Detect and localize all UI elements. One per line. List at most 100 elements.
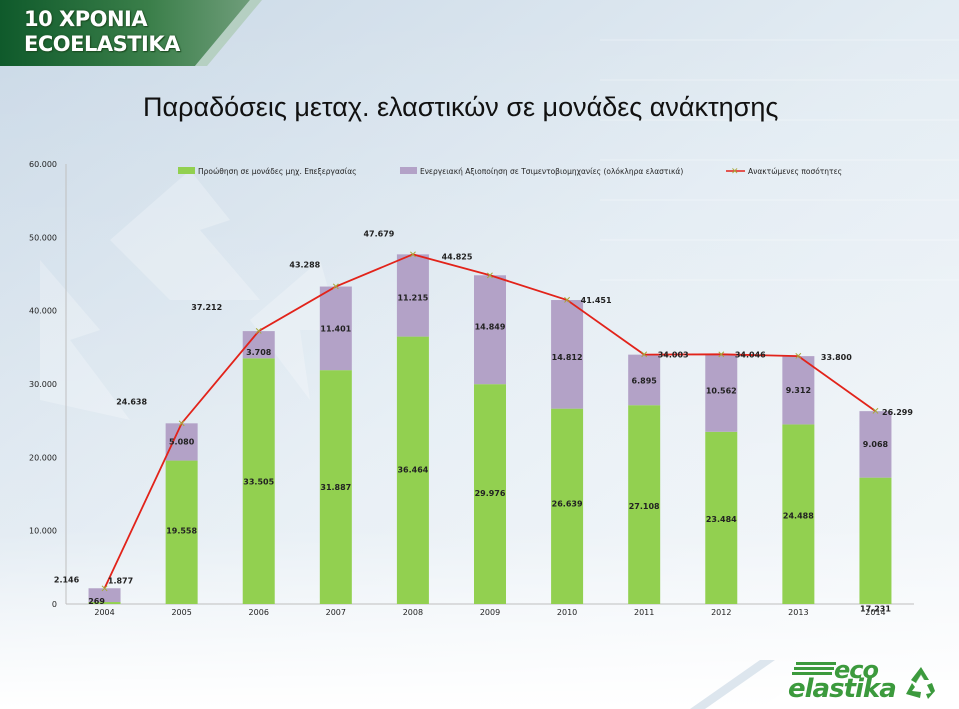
data-label-green: 31.887 xyxy=(320,483,351,492)
bar-green xyxy=(319,370,352,604)
data-label-purple: 1.877 xyxy=(108,576,133,585)
slide-title: Παραδόσεις μεταχ. ελαστικών σε μονάδες α… xyxy=(143,92,779,122)
y-tick-label: 50.000 xyxy=(29,233,57,242)
header-title-line1: 10 ΧΡΟΝΙΑ xyxy=(24,7,148,31)
legend: Προώθηση σε μονάδες μηχ. Επεξεργασίας Εν… xyxy=(178,167,842,177)
bar-green xyxy=(242,358,275,604)
data-label-total: 26.299 xyxy=(882,408,913,417)
data-label-purple: 14.812 xyxy=(552,353,583,362)
logo-stripes xyxy=(792,662,836,675)
data-label-total: 37.212 xyxy=(191,303,222,312)
header-title-line2: ECOELASTIKA xyxy=(24,32,180,56)
bar-green xyxy=(88,602,121,604)
data-label-total: 47.679 xyxy=(363,229,394,238)
logo-word-elastika: elastika xyxy=(788,674,897,704)
x-tick-label: 2004 xyxy=(94,608,114,617)
ecoelastika-logo: eco elastika xyxy=(784,656,944,705)
y-tick-label: 60.000 xyxy=(29,160,57,169)
line-marker: ✕ xyxy=(255,327,263,338)
bar-purple xyxy=(782,356,815,425)
data-label-total: 44.825 xyxy=(442,252,473,261)
line-marker: ✕ xyxy=(871,407,879,418)
bar-purple xyxy=(859,411,892,478)
data-label-purple: 11.215 xyxy=(397,293,428,302)
x-tick-label: 2009 xyxy=(480,608,500,617)
line-marker: ✕ xyxy=(332,282,340,293)
bar-green xyxy=(165,460,198,604)
y-tick-label: 20.000 xyxy=(29,453,57,462)
data-label-total: 43.288 xyxy=(289,261,320,270)
data-label-total: 24.638 xyxy=(116,397,147,406)
bar-purple xyxy=(551,300,584,409)
y-tick-label: 10.000 xyxy=(29,527,57,536)
legend-label-green: Προώθηση σε μονάδες μηχ. Επεξεργασίας xyxy=(198,167,357,176)
x-axis-ticks: 2004 2005 2006 2007 2008 2009 2010 2011 2012 2013… xyxy=(94,608,885,617)
data-label-green: 29.976 xyxy=(475,489,506,498)
data-label-green: 26.639 xyxy=(552,500,583,509)
bar-green xyxy=(396,336,429,604)
legend-label-line: Ανακτώμενες ποσότητες xyxy=(748,167,842,176)
x-tick-label: 2005 xyxy=(171,608,191,617)
bar-green xyxy=(628,405,661,604)
x-tick-label: 2013 xyxy=(788,608,808,617)
line-marker: ✕ xyxy=(409,250,417,261)
legend-swatch-green xyxy=(178,167,195,174)
x-tick-label: 2006 xyxy=(249,608,269,617)
line-marker: ✕ xyxy=(177,419,185,430)
logo-word-eco: eco xyxy=(834,656,879,684)
data-label-purple: 6.895 xyxy=(632,377,658,386)
x-tick-label: 2008 xyxy=(403,608,423,617)
data-label-green: 23.484 xyxy=(706,515,737,524)
x-tick-label: 2011 xyxy=(634,608,654,617)
data-label-purple: 14.849 xyxy=(475,322,506,331)
bar-purple xyxy=(88,588,121,603)
x-tick-label: 2012 xyxy=(711,608,731,617)
data-label-green: 33.505 xyxy=(243,477,274,486)
data-label-total: 33.800 xyxy=(821,353,852,362)
data-label-purple: 3.708 xyxy=(246,348,272,357)
data-label-green: 36.464 xyxy=(397,466,428,475)
line-marker: ✕ xyxy=(486,271,494,282)
data-label-purple: 10.562 xyxy=(706,386,737,395)
data-label-purple: 5.080 xyxy=(169,437,195,446)
x-tick-label: 2010 xyxy=(557,608,577,617)
line-marker: ✕ xyxy=(640,350,648,361)
bar-purple xyxy=(165,423,198,461)
bar-green xyxy=(705,431,738,604)
y-tick-label: 30.000 xyxy=(29,380,57,389)
y-tick-label: 0 xyxy=(52,600,57,609)
legend-label-purple: Ενεργειακή Αξιοποίηση σε Τσιμεντοβιομηχα… xyxy=(420,167,683,176)
line-marker: ✕ xyxy=(717,350,725,361)
data-label-green: 17.231 xyxy=(860,605,891,614)
line-path xyxy=(103,253,876,589)
legend-swatch-marker: ✕ xyxy=(731,167,739,177)
y-tick-label: 40.000 xyxy=(29,307,57,316)
data-label-purple: 11.401 xyxy=(320,325,351,334)
data-labels: 269 1.877 2.146 19.558 5.080 24.638 33.505 3.70… xyxy=(54,229,913,613)
bar-purple xyxy=(396,254,429,337)
data-label-purple: 9.068 xyxy=(863,440,889,449)
recycle-icon xyxy=(906,667,935,699)
data-label-green: 19.558 xyxy=(166,527,197,536)
data-label-total: 34.046 xyxy=(735,350,766,359)
y-axis-ticks: 0 10.000 20.000 30.000 40.000 50.000 60.000 xyxy=(29,160,57,609)
data-label-purple: 9.312 xyxy=(786,386,811,395)
bar-purple xyxy=(319,286,352,371)
data-label-total: 41.451 xyxy=(581,296,612,305)
header-title: 10 ΧΡΟΝΙΑ ECOELASTIKA xyxy=(24,7,180,57)
line-marker: ✕ xyxy=(100,584,108,595)
data-label-green: 24.488 xyxy=(783,511,814,520)
x-tick-label: 2014 xyxy=(865,608,885,617)
line-series: ✕ ✕ ✕ ✕ ✕ ✕ ✕ ✕ ✕ ✕ ✕ xyxy=(100,250,879,595)
line-marker: ✕ xyxy=(563,296,571,307)
bar-purple xyxy=(628,354,661,406)
data-label-green: 269 xyxy=(88,597,105,606)
x-tick-label: 2007 xyxy=(326,608,346,617)
bar-green xyxy=(859,477,892,604)
line-marker: ✕ xyxy=(794,352,802,363)
data-label-total: 2.146 xyxy=(54,575,80,584)
bar-purple xyxy=(705,354,738,432)
bar-green xyxy=(782,424,815,604)
data-label-total: 34.003 xyxy=(658,351,689,360)
